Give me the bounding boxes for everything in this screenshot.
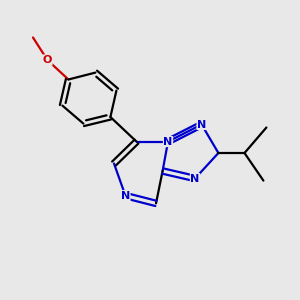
Text: N: N (121, 190, 130, 201)
Text: N: N (164, 136, 172, 147)
Text: O: O (43, 55, 52, 65)
Text: N: N (190, 173, 200, 184)
Text: N: N (197, 119, 206, 130)
